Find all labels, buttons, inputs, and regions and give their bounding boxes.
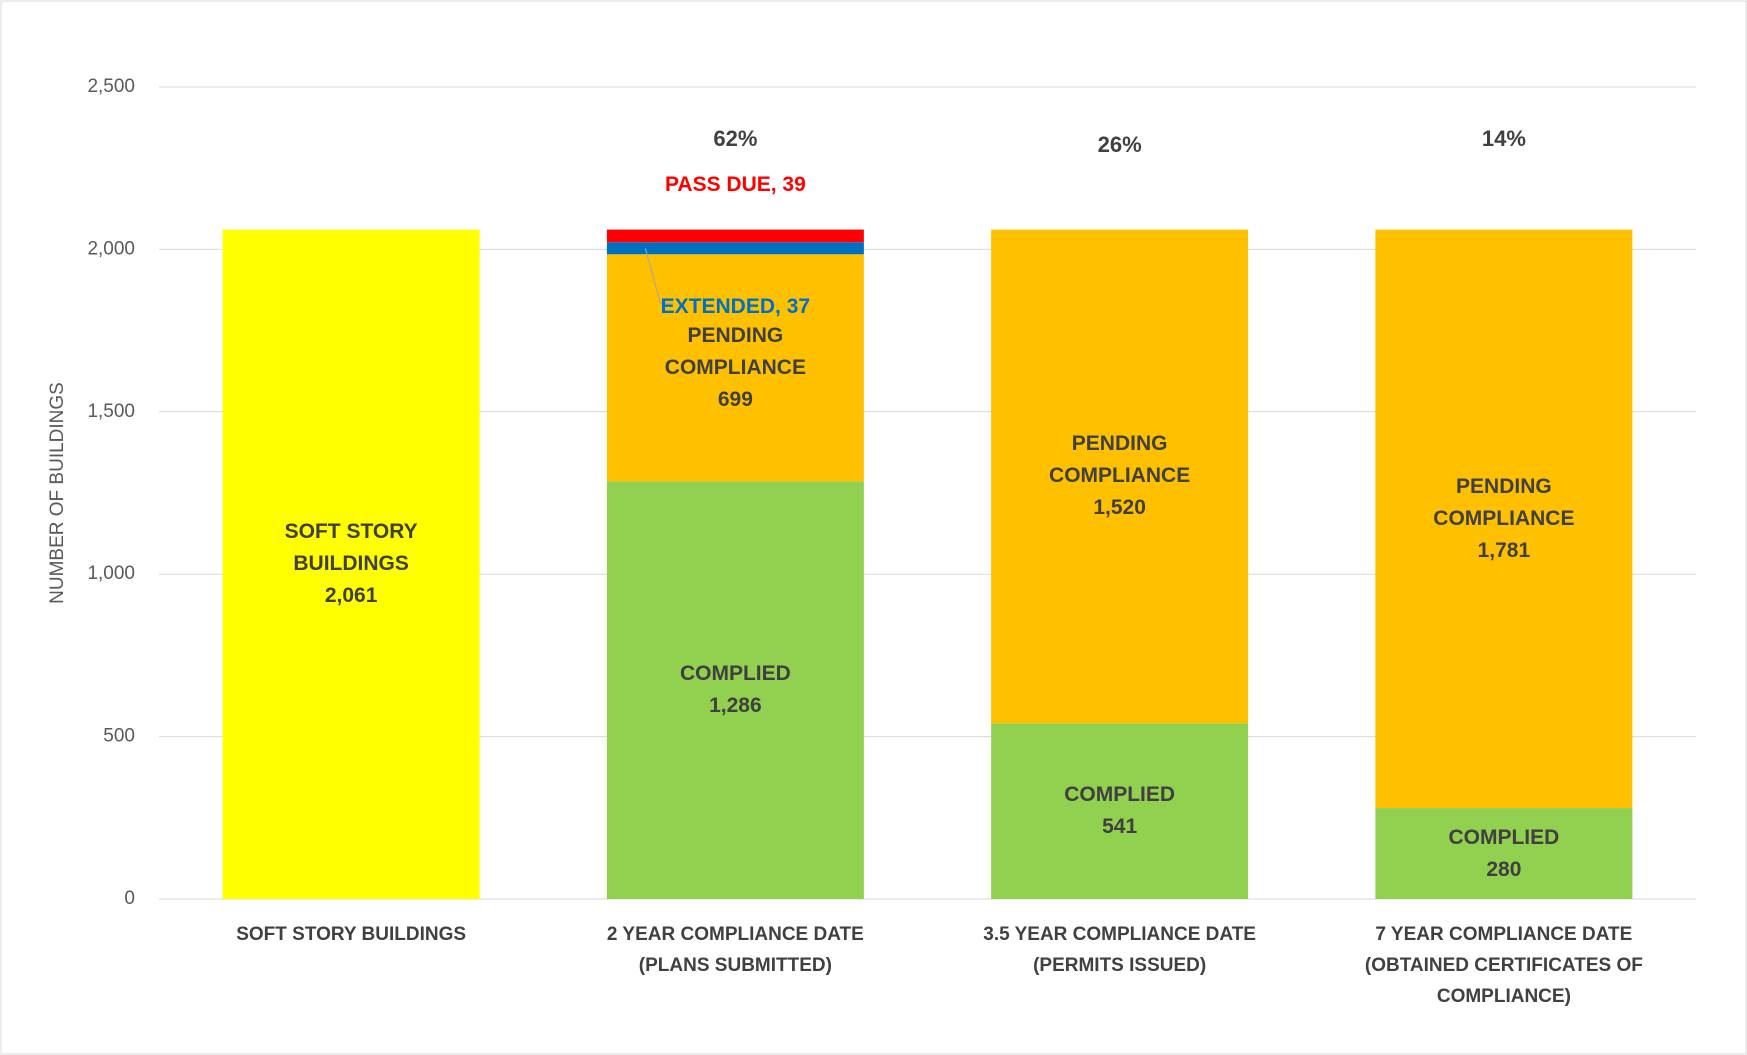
data-label-name: COMPLIED bbox=[679, 662, 791, 686]
x-tick-label: 3.5 YEAR COMPLIANCE DATE bbox=[983, 924, 1256, 945]
data-label-value: , 37 bbox=[775, 295, 811, 319]
data-label: COMPLIED 280 bbox=[1419, 822, 1589, 886]
annotation: 62% bbox=[713, 126, 757, 151]
bar-segment bbox=[606, 242, 864, 255]
y-tick-label: 1,500 bbox=[87, 401, 135, 422]
x-tick-label: (OBTAINED CERTIFICATES OF bbox=[1365, 955, 1643, 976]
data-label-name: EXTENDED bbox=[660, 295, 776, 319]
data-label-value: 1,520 bbox=[1093, 496, 1146, 520]
bar-segment bbox=[991, 229, 1249, 724]
y-tick-label: 2,000 bbox=[87, 238, 135, 259]
data-label-name: PASS DUE bbox=[664, 172, 771, 196]
data-label: COMPLIED 1,286 bbox=[650, 658, 820, 722]
y-tick-label: 500 bbox=[103, 726, 135, 747]
data-label-name: PENDING COMPLIANCE bbox=[1049, 432, 1191, 488]
annotation: 14% bbox=[1482, 126, 1526, 151]
y-tick-label: 1,000 bbox=[87, 563, 135, 584]
data-label-name: PENDING COMPLIANCE bbox=[1433, 474, 1575, 530]
bar-segment bbox=[606, 481, 864, 899]
bar-segment bbox=[1375, 808, 1633, 899]
data-label-name: SOFT STORY BUILDINGS bbox=[284, 520, 418, 576]
data-label-value: 1,286 bbox=[709, 694, 762, 718]
data-label: EXTENDED, 37 bbox=[585, 291, 885, 323]
x-tick-label: (PERMITS ISSUED) bbox=[1033, 955, 1206, 976]
data-label-value: , 39 bbox=[770, 172, 806, 196]
y-axis-label: NUMBER OF BUILDINGS bbox=[47, 382, 68, 604]
bar-segment bbox=[606, 229, 864, 243]
data-label: PENDING COMPLIANCE 1,781 bbox=[1419, 471, 1589, 567]
bar-segment bbox=[606, 254, 864, 482]
data-label: PENDING COMPLIANCE 699 bbox=[650, 320, 820, 416]
bar-segment bbox=[991, 723, 1249, 899]
data-label: PASS DUE, 39 bbox=[585, 169, 885, 201]
data-label-value: 541 bbox=[1102, 815, 1138, 839]
annotation: 26% bbox=[1098, 132, 1142, 157]
x-tick-label: 2 YEAR COMPLIANCE DATE bbox=[607, 924, 864, 945]
data-label-name: COMPLIED bbox=[1448, 825, 1560, 849]
x-tick-label: SOFT STORY BUILDINGS bbox=[236, 924, 466, 945]
x-tick-label: (PLANS SUBMITTED) bbox=[639, 955, 832, 976]
data-label: SOFT STORY BUILDINGS 2,061 bbox=[266, 516, 436, 612]
x-tick-label: COMPLIANCE) bbox=[1437, 986, 1571, 1007]
bar-segment bbox=[222, 229, 480, 899]
data-label: PENDING COMPLIANCE 1,520 bbox=[1035, 428, 1205, 524]
y-tick-label: 2,500 bbox=[87, 76, 135, 97]
data-label-name: COMPLIED bbox=[1064, 783, 1176, 807]
leader-line bbox=[644, 248, 674, 304]
data-label-value: 699 bbox=[717, 387, 753, 411]
x-tick-label: 7 YEAR COMPLIANCE DATE bbox=[1375, 924, 1632, 945]
data-label-value: 1,781 bbox=[1477, 538, 1531, 562]
y-tick-label: 0 bbox=[124, 888, 135, 909]
data-label-name: PENDING COMPLIANCE bbox=[664, 323, 806, 379]
bar-segment bbox=[1375, 229, 1633, 809]
data-label-value: 280 bbox=[1486, 857, 1522, 881]
data-label: COMPLIED 541 bbox=[1035, 779, 1205, 843]
data-label-value: 2,061 bbox=[324, 584, 378, 608]
